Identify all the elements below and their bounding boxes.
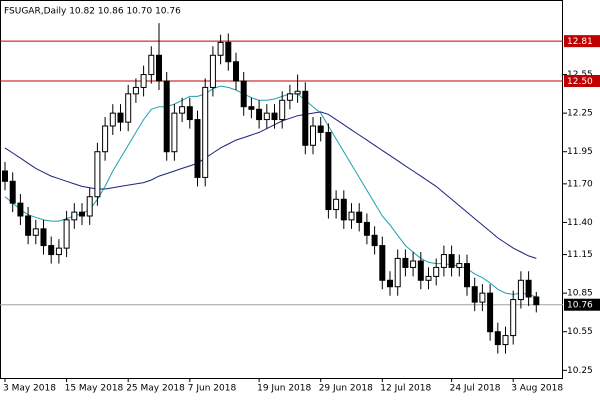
candle-body — [533, 296, 540, 306]
candle-body — [17, 202, 24, 217]
candle-body — [471, 286, 478, 303]
candle-body — [263, 112, 270, 121]
plot-frame — [0, 0, 563, 379]
candle-body — [55, 247, 62, 256]
candle-body — [325, 131, 332, 211]
candle-body — [40, 228, 47, 247]
y-tick-label: 10.55 — [567, 327, 593, 337]
candle-body — [109, 112, 116, 127]
candle-body — [410, 260, 417, 268]
candle-body — [79, 211, 85, 217]
y-tick-label: 10.85 — [567, 289, 593, 299]
candle-body — [271, 112, 278, 121]
y-tick-label: 10.25 — [567, 366, 593, 376]
x-tick-label: 24 Jul 2018 — [450, 384, 501, 394]
candle-body — [340, 198, 347, 221]
y-tick-label: 11.15 — [567, 250, 593, 260]
x-tick-label: 25 May 2018 — [126, 384, 185, 394]
candle-body — [140, 74, 147, 88]
candle-body — [417, 260, 424, 281]
y-tick-label: 11.95 — [567, 147, 593, 157]
candle-body — [202, 86, 209, 178]
level-label: 12.81 — [567, 37, 593, 47]
x-tick-label: 12 Jul 2018 — [380, 384, 431, 394]
candle-body — [487, 292, 494, 333]
level-label: 12.50 — [567, 77, 593, 87]
candle-body — [479, 292, 486, 303]
x-tick-label: 15 May 2018 — [65, 384, 124, 394]
candle-body — [348, 211, 355, 221]
candle-body — [310, 125, 316, 146]
candle-body — [125, 93, 132, 123]
candle-body — [25, 215, 32, 236]
y-tick-label: 11.70 — [567, 179, 593, 189]
candle-body — [48, 245, 55, 256]
candle-body — [302, 90, 309, 146]
level-label-box — [564, 298, 600, 311]
candle-body — [448, 254, 455, 268]
candle-body — [240, 80, 247, 108]
candle-body — [456, 263, 463, 268]
candle-body — [464, 263, 470, 288]
candle-body — [248, 106, 255, 110]
candle-body — [117, 112, 124, 123]
y-tick-label: 12.25 — [567, 109, 593, 119]
candle-body — [286, 93, 293, 101]
candle-body — [132, 86, 139, 95]
candle-body — [440, 254, 447, 268]
level-label: 10.76 — [567, 301, 593, 311]
candle-body — [171, 112, 178, 153]
candle-body — [148, 54, 155, 76]
candle-body — [494, 331, 501, 346]
candle-body — [179, 106, 186, 114]
chart-title: FSUGAR,Daily 10.82 10.86 10.70 10.76 — [4, 7, 181, 17]
y-tick-label: 11.40 — [567, 218, 593, 228]
candle-body — [186, 106, 193, 121]
x-tick-label: 7 Jun 2018 — [188, 384, 237, 394]
candle-body — [387, 279, 393, 288]
candle-body — [256, 108, 263, 121]
candle-body — [2, 170, 8, 182]
candle-body — [233, 61, 239, 82]
candle-body — [363, 221, 370, 236]
candle-body — [356, 211, 363, 223]
candle-body — [9, 180, 16, 204]
candle-body — [94, 151, 101, 198]
candle-body — [371, 234, 378, 247]
candle-body — [402, 257, 409, 268]
candle-body — [217, 41, 224, 56]
candle-body — [156, 54, 162, 82]
candle-body — [86, 196, 93, 217]
x-tick-label: 3 May 2018 — [3, 384, 56, 394]
candle-body — [71, 211, 78, 221]
candle-body — [194, 119, 201, 178]
candle-body — [225, 41, 232, 63]
candle-body — [333, 198, 340, 211]
moving-average — [4, 111, 537, 259]
level-label-box — [564, 35, 600, 48]
candle-body — [510, 299, 517, 337]
candle-body — [294, 90, 301, 95]
candle-body — [279, 99, 286, 121]
x-tick-label: 29 Jun 2018 — [319, 384, 373, 394]
candle-body — [102, 125, 109, 153]
candle-body — [163, 80, 170, 153]
candle-body — [317, 125, 324, 133]
candle-body — [425, 275, 432, 281]
candle-body — [32, 228, 39, 236]
candle-body — [502, 335, 509, 346]
candle-body — [379, 245, 386, 281]
candle-body — [209, 54, 216, 88]
candle-body — [525, 279, 532, 298]
moving-average — [4, 85, 537, 298]
x-tick-label: 3 Aug 2018 — [511, 384, 563, 394]
candle-body — [63, 219, 70, 249]
level-label-box — [564, 75, 600, 87]
candle-body — [433, 266, 440, 277]
candle-body — [517, 279, 524, 301]
x-tick-label: 19 Jun 2018 — [257, 384, 311, 394]
candle-body — [394, 257, 401, 288]
